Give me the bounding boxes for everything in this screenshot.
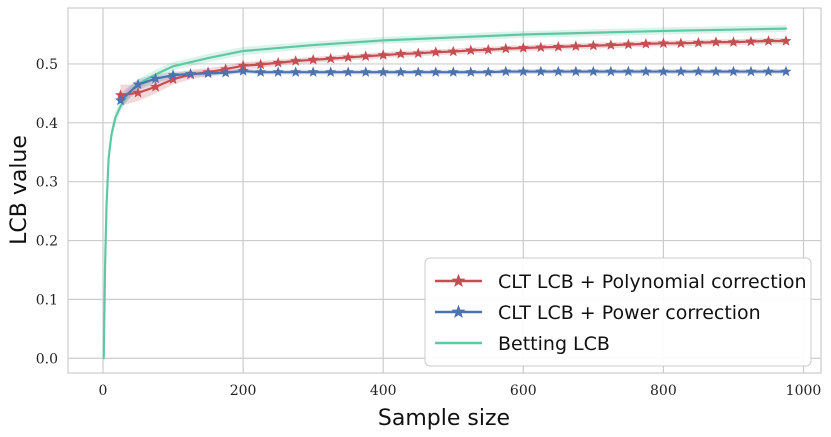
clt-lcb-power-correction-point xyxy=(220,66,232,78)
y-axis-title: LCB value xyxy=(7,135,32,245)
y-tick-label: 0.0 xyxy=(36,351,58,367)
clt-lcb-polynomial-correction-point xyxy=(395,48,407,59)
clt-lcb-power-correction-point xyxy=(745,65,757,77)
y-tick-label: 0.5 xyxy=(36,57,58,73)
clt-lcb-power-correction-point xyxy=(657,65,669,77)
y-tick-label: 0.2 xyxy=(36,234,58,250)
clt-lcb-polynomial-correction-point xyxy=(482,43,494,55)
clt-lcb-polynomial-correction-point xyxy=(307,53,319,65)
legend-label-clt-lcb-power-correction: CLT LCB + Power correction xyxy=(498,302,761,324)
legend-label-clt-lcb-polynomial-correction: CLT LCB + Polynomial correction xyxy=(498,271,807,293)
clt-lcb-power-correction-point xyxy=(447,66,459,77)
x-tick-label: 200 xyxy=(230,383,257,399)
clt-lcb-polynomial-correction-point xyxy=(605,39,617,50)
clt-lcb-polynomial-correction-point xyxy=(692,36,704,48)
x-axis-ticks: 0 200 400 600 800 1000 xyxy=(99,383,822,399)
clt-lcb-power-correction-point xyxy=(587,65,599,77)
clt-lcb-power-correction-point xyxy=(325,66,337,77)
clt-lcb-polynomial-correction-point xyxy=(640,38,652,49)
y-axis-ticks: 0.0 0.1 0.2 0.3 0.4 0.5 xyxy=(36,57,58,367)
y-tick-label: 0.4 xyxy=(36,116,58,132)
legend-marker-clt-lcb-polynomial-correction xyxy=(451,273,466,287)
x-tick-label: 0 xyxy=(99,383,108,399)
clt-lcb-polynomial-correction-point xyxy=(587,39,599,51)
clt-lcb-power-correction-point xyxy=(255,66,267,77)
clt-lcb-power-correction-point xyxy=(360,66,372,77)
clt-lcb-power-correction-point xyxy=(482,66,494,77)
clt-lcb-power-correction-point xyxy=(430,66,442,77)
clt-lcb-power-correction-point xyxy=(605,65,617,77)
clt-lcb-power-correction-point xyxy=(500,65,512,77)
clt-lcb-power-correction-point xyxy=(570,65,582,77)
clt-lcb-polynomial-correction-point xyxy=(360,50,372,62)
clt-lcb-polynomial-correction-point xyxy=(342,51,354,63)
clt-lcb-power-correction-point xyxy=(290,66,302,77)
clt-lcb-polynomial-correction-point xyxy=(430,46,442,57)
clt-lcb-power-correction-point xyxy=(114,94,127,106)
clt-lcb-polynomial-correction-point xyxy=(272,56,284,68)
clt-lcb-polynomial-correction-point xyxy=(500,42,512,54)
clt-lcb-power-correction-point xyxy=(552,65,564,77)
clt-lcb-power-correction-point xyxy=(780,65,792,77)
y-tick-label: 0.1 xyxy=(36,292,58,308)
clt-lcb-polynomial-correction-point xyxy=(447,45,459,57)
clt-lcb-power-correction-point xyxy=(307,66,319,77)
clt-lcb-polynomial-correction-point xyxy=(167,73,179,84)
clt-lcb-polynomial-correction-point xyxy=(149,81,162,92)
clt-lcb-polynomial-correction-point xyxy=(710,36,722,47)
clt-lcb-polynomial-correction-point xyxy=(132,86,144,98)
clt-lcb-power-correction-point xyxy=(185,68,197,79)
clt-lcb-polynomial-correction-point xyxy=(745,35,757,47)
clt-lcb-polynomial-correction-point xyxy=(675,37,687,49)
clt-lcb-polynomial-correction-point xyxy=(552,40,564,52)
clt-lcb-power-correction-point xyxy=(727,65,740,77)
legend-label-betting-lcb: Betting LCB xyxy=(498,333,610,355)
clt-lcb-power-correction-point xyxy=(272,66,284,77)
clt-lcb-power-correction-point xyxy=(710,65,722,77)
clt-lcb-polynomial-correction-point xyxy=(290,55,302,66)
clt-lcb-power-correction-point xyxy=(237,65,249,76)
x-tick-label: 800 xyxy=(650,383,677,399)
series-markers xyxy=(114,35,792,106)
clt-lcb-power-correction-point xyxy=(132,78,144,90)
legend: CLT LCB + Polynomial correction CLT LCB +… xyxy=(424,257,812,367)
clt-lcb-power-correction-point xyxy=(622,65,634,77)
clt-lcb-polynomial-correction-point xyxy=(727,36,740,47)
clt-lcb-polynomial-correction-point xyxy=(762,35,775,46)
y-tick-label: 0.3 xyxy=(36,175,58,191)
clt-lcb-power-correction-point xyxy=(377,66,389,77)
x-tick-label: 400 xyxy=(370,383,397,399)
clt-lcb-power-correction-point xyxy=(517,65,529,77)
clt-lcb-power-correction-point xyxy=(692,65,704,77)
x-axis-title: Sample size xyxy=(378,406,510,431)
clt-lcb-polynomial-correction-point xyxy=(325,52,337,64)
clt-lcb-power-correction-point xyxy=(412,66,424,77)
clt-lcb-polynomial-correction-point xyxy=(622,38,634,50)
clt-lcb-polynomial-correction-point xyxy=(780,35,792,46)
clt-lcb-polynomial-correction-point xyxy=(570,40,582,52)
plot-border xyxy=(67,7,822,374)
clt-lcb-power-correction-point xyxy=(762,65,775,77)
clt-lcb-power-correction-point xyxy=(675,65,687,77)
legend-marker-clt-lcb-power-correction xyxy=(451,304,466,318)
clt-lcb-polynomial-correction-point xyxy=(465,44,477,56)
clt-lcb-power-correction-point xyxy=(202,67,214,79)
clt-lcb-polynomial-correction-point xyxy=(535,41,547,53)
clt-lcb-polynomial-correction-point xyxy=(377,49,389,60)
clt-lcb-power-correction-point xyxy=(465,66,477,77)
clt-lcb-power-correction-point xyxy=(395,66,407,77)
legend-box xyxy=(424,257,812,367)
clt-lcb-power-correction-point xyxy=(167,69,179,80)
clt-lcb-power-correction-point xyxy=(149,72,162,84)
clt-lcb-power-correction-point xyxy=(342,66,354,77)
clt-lcb-power-correction-point xyxy=(640,65,652,77)
clt-lcb-polynomial-correction-point xyxy=(412,47,424,59)
clt-lcb-polynomial-correction-point xyxy=(657,37,669,49)
x-tick-label: 1000 xyxy=(786,383,822,399)
x-tick-label: 600 xyxy=(510,383,537,399)
clt-lcb-polynomial-correction-point xyxy=(517,42,529,53)
clt-lcb-power-correction-point xyxy=(535,65,547,77)
